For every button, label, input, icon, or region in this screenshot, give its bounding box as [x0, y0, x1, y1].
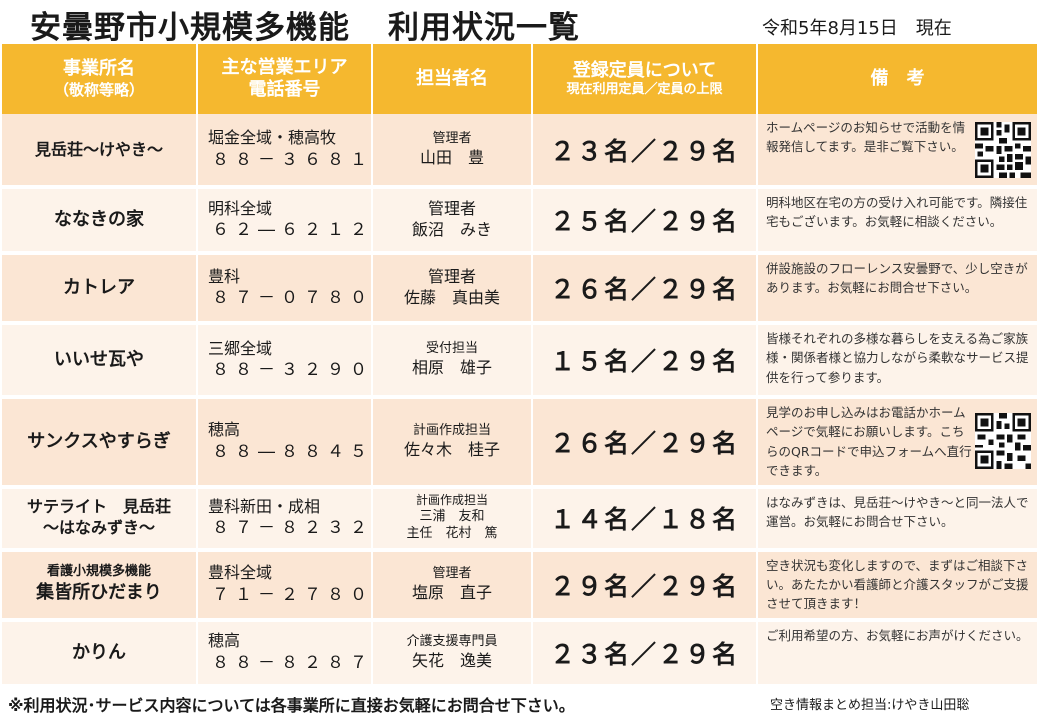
table-row: 見岳荘～けやき～ 堀金全域・穂高牧 ８８－３６８１ 管理者 山田 豊 ２３名／２９名…	[2, 114, 1037, 189]
phone-number: ７１－２７８０	[212, 584, 373, 605]
capacity-value: １５名／２９名	[532, 323, 758, 399]
capacity-value: １４名／１８名	[532, 486, 758, 552]
office-name: サテライト 見岳荘 ～はなみずき～	[2, 486, 198, 552]
remark-cell: 併設施設のフローレンス安曇野で、少し空きがあります。お気軽にお問合せ下さい。	[757, 253, 1037, 325]
office-name: かりん	[2, 619, 198, 688]
area-cell: 明科全域 ６２―６２１２	[197, 187, 373, 255]
area-cell: 穂高 ８８―８８４５	[197, 397, 373, 489]
person-cell: 計画作成担当 佐々木 桂子	[372, 397, 533, 489]
remark-cell: 皆様それぞれの多様な暮らしを支える為ご家族様・関係者様と協力しながら柔軟なサービ…	[757, 323, 1037, 399]
table-row: いいせ瓦や 三郷全域 ８８－３２９０ 受付担当 相原 雄子 １５名／２９名 皆様それ…	[2, 323, 1037, 399]
col-remarks: 備 考	[757, 44, 1037, 114]
area-cell: 堀金全域・穂高牧 ８８－３６８１	[197, 114, 373, 189]
table-row: サテライト 見岳荘 ～はなみずき～ 豊科新田・成相 ８７－８２３２ 計画作成担当 三浦…	[2, 486, 1037, 552]
table-header-row: 事業所名 （敬称等略） 主な営業エリア 電話番号 担当者名 登録定員について 現在利用…	[2, 44, 1037, 114]
office-name: サンクスやすらぎ	[2, 397, 198, 489]
person-cell: 管理者 佐藤 真由美	[372, 253, 533, 325]
capacity-value: ２３名／２９名	[532, 619, 758, 688]
col-office: 事業所名 （敬称等略）	[2, 44, 198, 114]
table-row: サンクスやすらぎ 穂高 ８８―８８４５ 計画作成担当 佐々木 桂子 ２６名／２９名 …	[2, 397, 1037, 489]
table-row: かりん 穂高 ８８－８２８７ 介護支援専門員 矢花 逸美 ２３名／２９名 ご利用希望…	[2, 619, 1037, 688]
facility-table: 事業所名 （敬称等略） 主な営業エリア 電話番号 担当者名 登録定員について 現在利用…	[2, 44, 1037, 688]
remark-cell: はなみずきは、見岳荘～けやき～と同一法人で運営。お気軽にお問合せ下さい。	[757, 486, 1037, 552]
office-name: カトレア	[2, 253, 198, 325]
area-cell: 豊科全域 ７１－２７８０	[197, 549, 373, 622]
phone-number: ８８―８８４５	[212, 442, 373, 463]
office-name: 見岳荘～けやき～	[2, 114, 198, 189]
title-sub: 利用状況一覧	[388, 10, 580, 46]
capacity-value: ２６名／２９名	[532, 253, 758, 325]
qr-code-icon[interactable]	[975, 413, 1031, 469]
area-cell: 豊科 ８７－０７８０	[197, 253, 373, 325]
title-main: 安曇野市小規模多機能	[30, 10, 350, 46]
col-area: 主な営業エリア 電話番号	[197, 44, 373, 114]
area-cell: 穂高 ８８－８２８７	[197, 619, 373, 688]
col-person: 担当者名	[372, 44, 533, 114]
capacity-value: ２３名／２９名	[532, 114, 758, 189]
office-name: 看護小規模多機能 集皆所ひだまり	[2, 549, 198, 622]
capacity-value: ２５名／２９名	[532, 187, 758, 255]
remark-cell: ご利用希望の方、お気軽にお声がけください。	[757, 619, 1037, 688]
remark-cell: ホームページのお知らせで活動を情報発信してます。是非ご覧下さい。	[757, 114, 1037, 189]
remark-cell: 明科地区在宅の方の受け入れ可能です。隣接住宅もございます。お気軽に相談ください。	[757, 187, 1037, 255]
page-title: 安曇野市小規模多機能 利用状況一覧	[30, 2, 580, 47]
office-name: ななきの家	[2, 187, 198, 255]
table-row: ななきの家 明科全域 ６２―６２１２ 管理者 飯沼 みき ２５名／２９名 明科地区在…	[2, 187, 1037, 255]
office-name: いいせ瓦や	[2, 323, 198, 399]
remark-cell: 見学のお申し込みはお電話かホームページで気軽にお願いします。こちらのQRコードで…	[757, 397, 1037, 489]
phone-number: ８７－８２３２	[212, 518, 373, 539]
area-cell: 豊科新田・成相 ８７－８２３２	[197, 486, 373, 552]
qr-code-icon[interactable]	[975, 122, 1031, 178]
person-cell: 受付担当 相原 雄子	[372, 323, 533, 399]
phone-number: ６２―６２１２	[212, 220, 373, 241]
as-of-date: 令和5年8月15日 現在	[762, 18, 952, 39]
person-cell: 管理者 山田 豊	[372, 114, 533, 189]
person-cell: 管理者 飯沼 みき	[372, 187, 533, 255]
remark-cell: 空き状況も変化しますので、まずはご相談下さい。あたたかい看護師と介護スタッフがご…	[757, 549, 1037, 622]
area-cell: 三郷全域 ８８－３２９０	[197, 323, 373, 399]
capacity-value: ２６名／２９名	[532, 397, 758, 489]
person-cell: 介護支援専門員 矢花 逸美	[372, 619, 533, 688]
person-cell: 計画作成担当 三浦 友和 主任 花村 篤	[372, 486, 533, 552]
footnote: ※利用状況･サービス内容については各事業所に直接お気軽にお問合せ下さい。	[8, 696, 575, 715]
phone-number: ８８－８２８７	[212, 652, 373, 673]
credit-line: 空き情報まとめ担当:けやき山田聡	[770, 698, 970, 713]
phone-number: ８８－３２９０	[212, 360, 373, 381]
table-row: 看護小規模多機能 集皆所ひだまり 豊科全域 ７１－２７８０ 管理者 塩原 直子 ２９名…	[2, 549, 1037, 622]
phone-number: ８７－０７８０	[212, 288, 373, 309]
col-capacity: 登録定員について 現在利用定員／定員の上限	[532, 44, 758, 114]
capacity-value: ２９名／２９名	[532, 549, 758, 622]
table-row: カトレア 豊科 ８７－０７８０ 管理者 佐藤 真由美 ２６名／２９名 併設施設のフロ…	[2, 253, 1037, 325]
phone-number: ８８－３６８１	[212, 149, 373, 170]
person-cell: 管理者 塩原 直子	[372, 549, 533, 622]
